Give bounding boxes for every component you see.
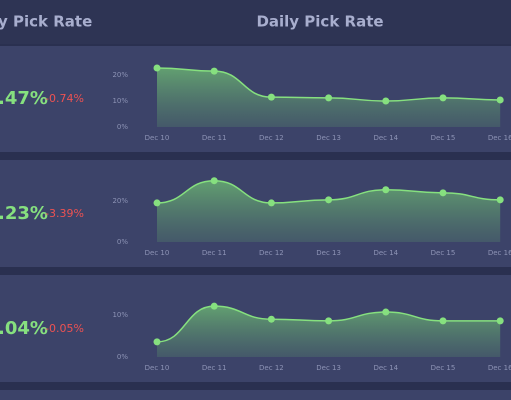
header-left: y Pick Rate: [0, 13, 92, 31]
x-tick-label: Dec 10: [145, 364, 170, 372]
point: [153, 199, 161, 207]
point: [496, 196, 504, 204]
y-tick-label: 0%: [117, 123, 128, 131]
rate-change: -0.74%: [45, 92, 84, 105]
x-tick-label: Dec 13: [316, 134, 341, 142]
point: [496, 317, 504, 325]
point: [382, 308, 390, 316]
pick-rate: .47%: [0, 88, 48, 109]
point: [267, 93, 275, 101]
x-tick-label: Dec 13: [316, 364, 341, 372]
y-tick-label: 0%: [117, 238, 128, 246]
x-tick-label: Dec 10: [145, 249, 170, 257]
point: [325, 196, 333, 204]
x-tick-label: Dec 11: [202, 364, 227, 372]
area: [157, 67, 501, 127]
x-tick-label: Dec 14: [373, 134, 398, 142]
x-tick-label: Dec 15: [431, 364, 456, 372]
header-right: Daily Pick Rate: [256, 13, 383, 31]
x-tick-label: Dec 10: [145, 134, 170, 142]
x-tick-label: Dec 15: [431, 249, 456, 257]
y-tick-label: 10%: [112, 97, 128, 105]
point: [496, 96, 504, 104]
x-tick-label: Dec 11: [202, 134, 227, 142]
y-tick-label: 20%: [112, 197, 128, 205]
x-tick-label: Dec 16: [488, 364, 511, 372]
row-panel: [0, 390, 511, 400]
x-tick-label: Dec 16: [488, 134, 511, 142]
rate-change: -3.39%: [45, 207, 84, 220]
pick-rate: .04%: [0, 318, 48, 339]
x-tick-label: Dec 11: [202, 249, 227, 257]
point: [325, 94, 333, 102]
x-tick-label: Dec 13: [316, 249, 341, 257]
point: [153, 64, 161, 72]
y-tick-label: 10%: [112, 311, 128, 319]
point: [267, 315, 275, 323]
point: [439, 317, 447, 325]
point: [325, 317, 333, 325]
x-tick-label: Dec 15: [431, 134, 456, 142]
area: [157, 306, 501, 357]
point: [210, 67, 218, 75]
point: [210, 302, 218, 310]
point: [439, 189, 447, 197]
point: [382, 97, 390, 105]
x-tick-label: Dec 14: [373, 364, 398, 372]
y-tick-label: 0%: [117, 353, 128, 361]
y-tick-label: 20%: [112, 71, 128, 79]
point: [210, 177, 218, 185]
point: [439, 94, 447, 102]
header-bar: [0, 0, 511, 44]
x-tick-label: Dec 12: [259, 134, 284, 142]
x-tick-label: Dec 14: [373, 249, 398, 257]
area: [157, 180, 501, 242]
point: [153, 338, 161, 346]
point: [267, 199, 275, 207]
rate-change: -0.05%: [45, 322, 84, 335]
x-tick-label: Dec 16: [488, 249, 511, 257]
point: [382, 186, 390, 194]
x-tick-label: Dec 12: [259, 364, 284, 372]
x-tick-label: Dec 12: [259, 249, 284, 257]
pick-rate: .23%: [0, 203, 48, 224]
